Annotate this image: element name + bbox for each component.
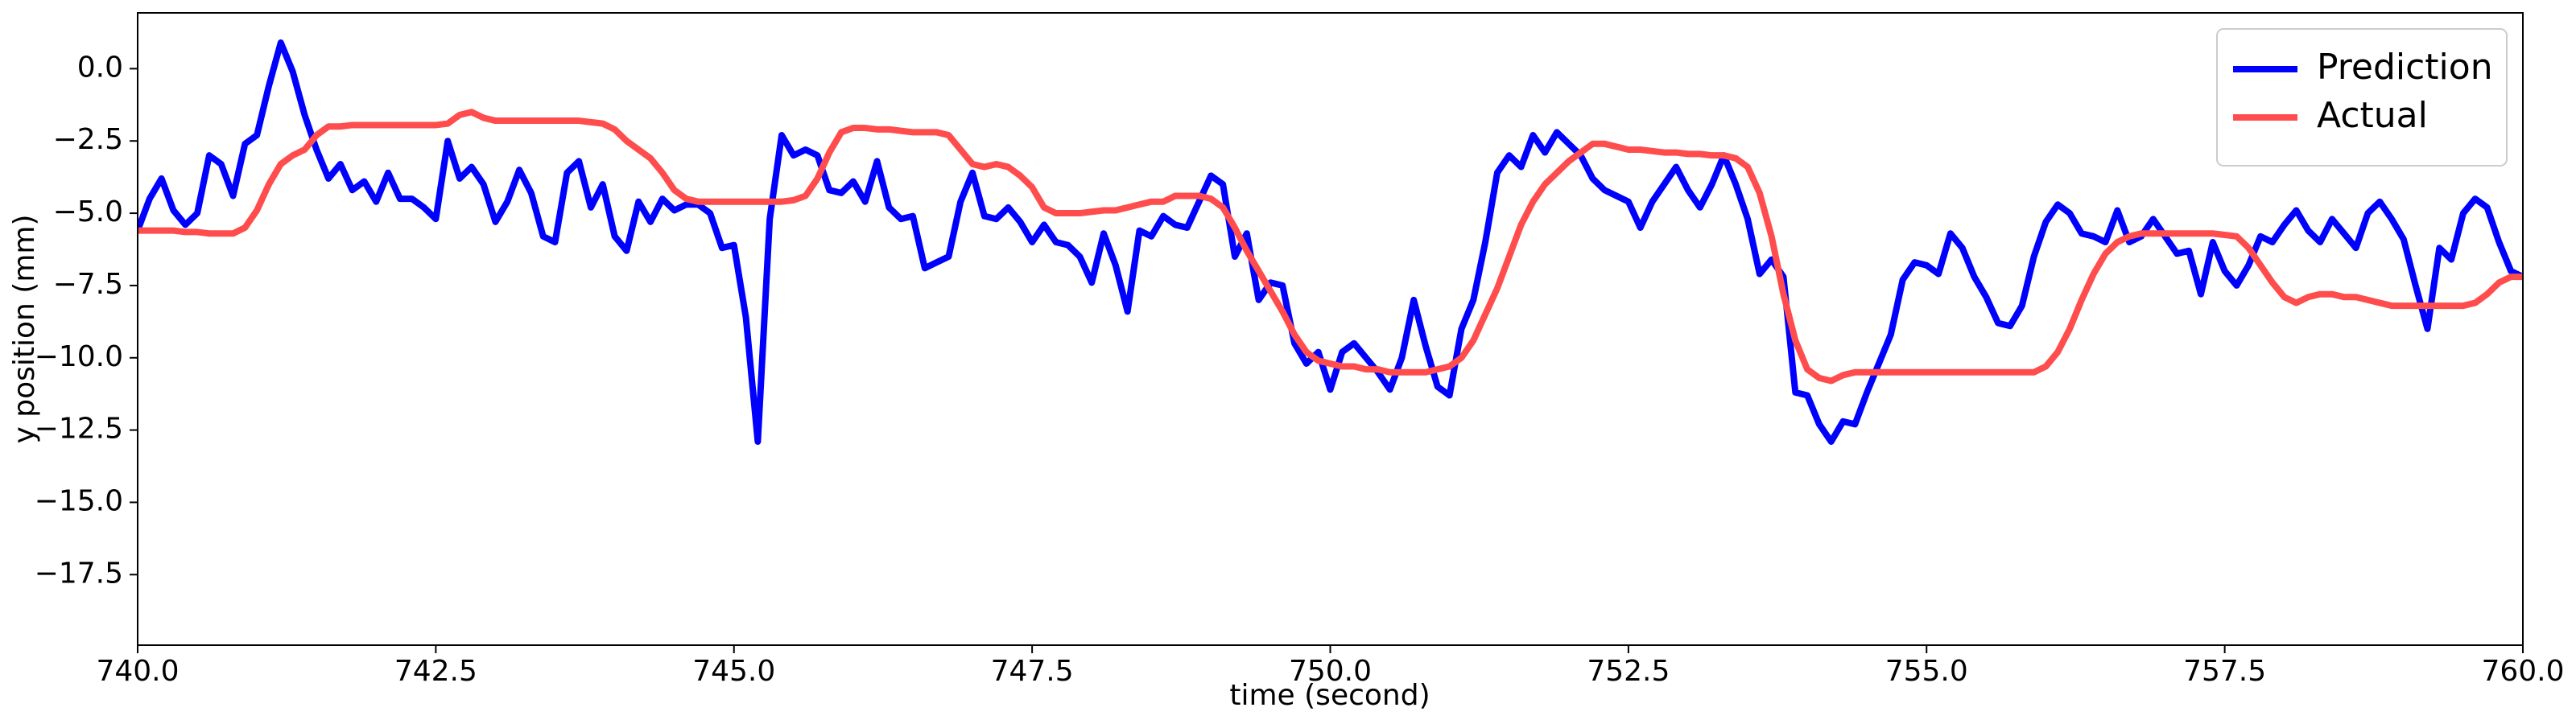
y-tick-label: −10.0 [35,340,123,373]
x-tick-label: 750.0 [1289,655,1372,688]
legend-box [2216,28,2508,167]
x-axis-label: time (second) [1229,679,1430,712]
y-axis-label: y position (mm) [8,214,41,443]
x-tick-label: 757.5 [2183,655,2266,688]
x-tick-label: 755.0 [1885,655,1968,688]
x-tick-label: 740.0 [96,655,179,688]
x-tick-label: 742.5 [394,655,477,688]
y-tick-label: −15.0 [35,484,123,517]
y-tick-label: 0.0 [77,51,123,84]
y-tick-label: −2.5 [53,123,123,156]
x-tick-label: 747.5 [991,655,1074,688]
y-tick-label: −17.5 [35,557,123,590]
x-tick-label: 752.5 [1587,655,1670,688]
legend-label: Actual [2317,95,2428,136]
series-line [138,39,2523,445]
y-tick-label: −5.0 [53,195,123,228]
series-line [138,109,2523,385]
x-tick-label: 760.0 [2481,655,2564,688]
y-tick-label: −7.5 [53,268,123,301]
y-tick-label: −12.5 [35,413,123,446]
legend-label: Prediction [2317,47,2493,88]
x-tick-label: 745.0 [692,655,775,688]
plot-frame [137,12,2524,646]
